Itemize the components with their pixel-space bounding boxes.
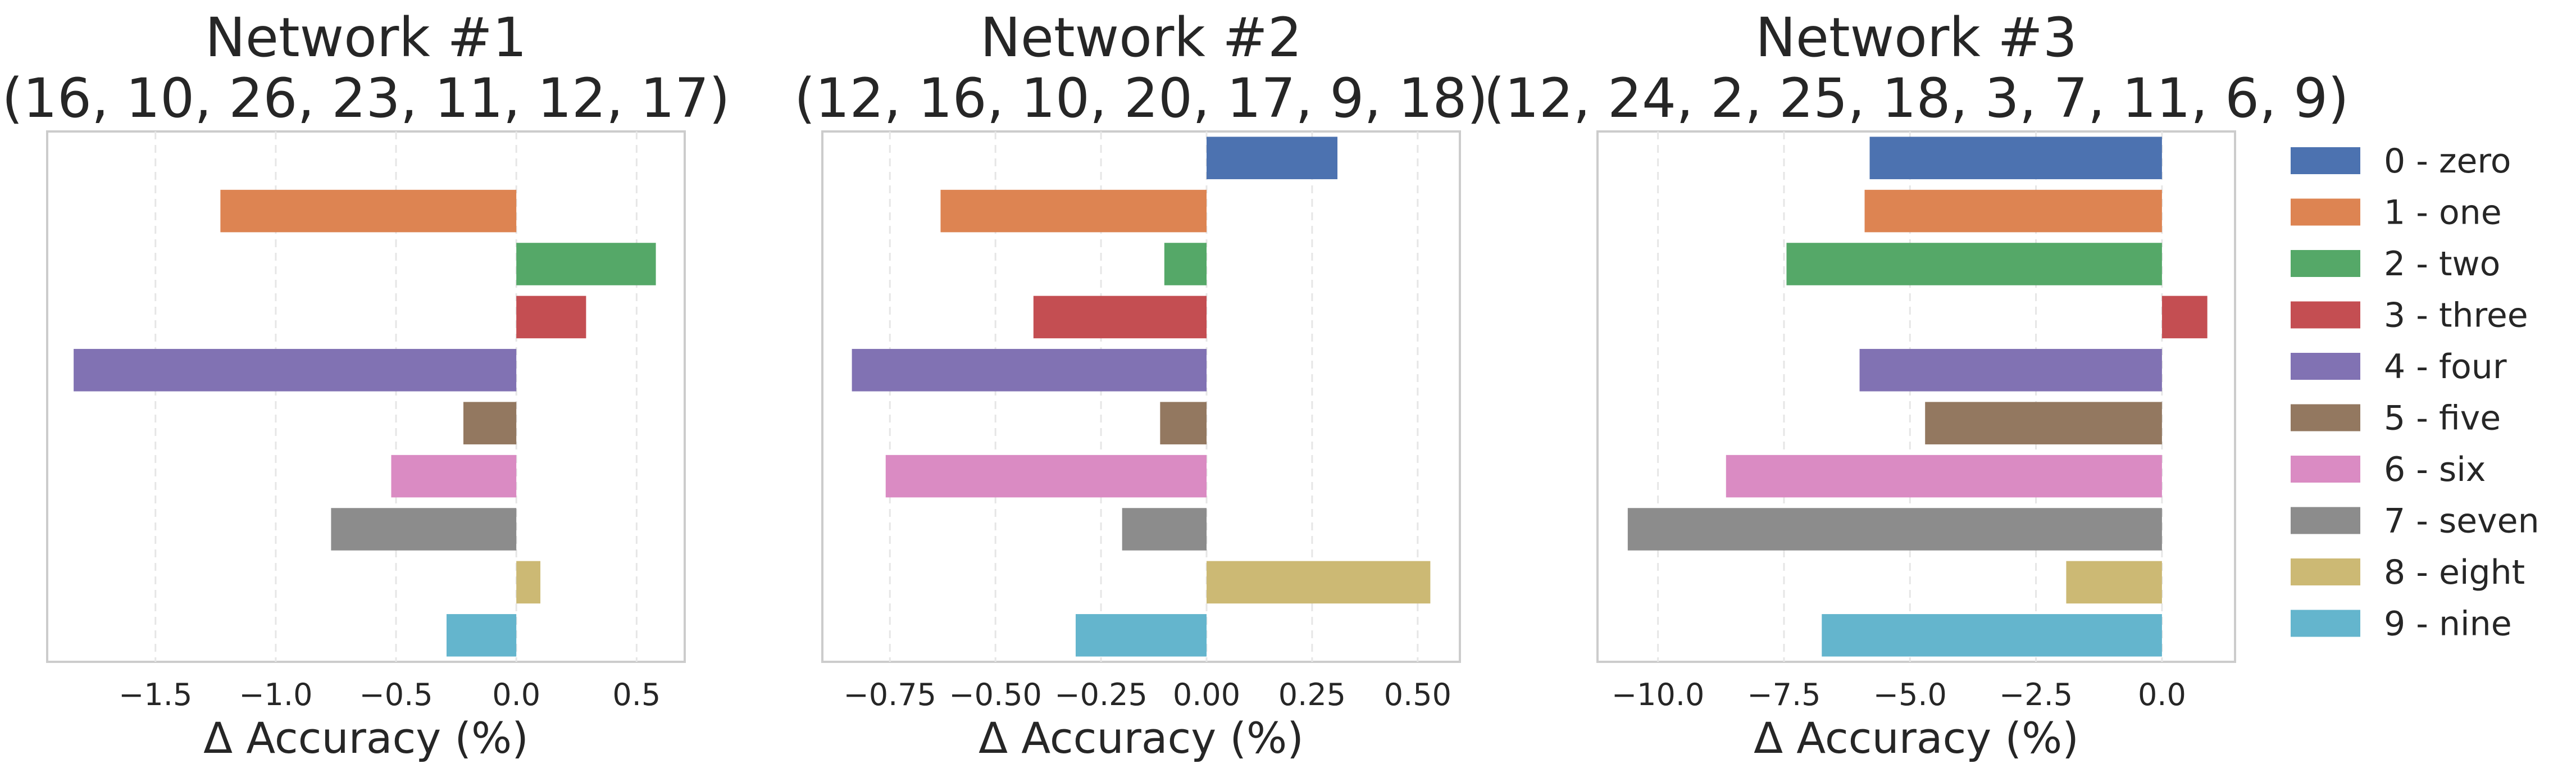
bar-9-nine (1822, 614, 2162, 657)
bar-6-six (885, 455, 1207, 498)
legend-swatch (2291, 507, 2360, 534)
x-tick-label: 0.50 (1384, 677, 1451, 712)
bar-8-eight (2066, 561, 2162, 604)
legend-label: 8 - eight (2384, 553, 2525, 592)
x-tick-label: −0.5 (359, 677, 433, 712)
legend-swatch (2291, 301, 2360, 329)
legend-item: 0 - zero (2291, 142, 2511, 181)
legend-item: 7 - seven (2291, 502, 2539, 541)
legend: 0 - zero 1 - one 2 - two 3 - three 4 - four 5… (2291, 142, 2539, 644)
bar-5-five (463, 402, 517, 444)
chart-panel-2: −0.75 −0.50 −0.25 0.00 0.25 0.50 Δ Accuracy (%… (794, 6, 1488, 763)
legend-label: 0 - zero (2384, 142, 2511, 181)
legend-item: 6 - six (2291, 450, 2486, 489)
x-tick-label: −0.75 (844, 677, 936, 712)
legend-swatch (2291, 558, 2360, 585)
chart-panel-3: −10.0 −7.5 −5.0 −2.5 0.0 Δ Accuracy (%) Networ… (1483, 6, 2349, 763)
legend-item: 4 - four (2291, 347, 2507, 387)
x-tick-label: −1.0 (239, 677, 312, 712)
legend-label: 6 - six (2384, 450, 2486, 489)
legend-label: 7 - seven (2384, 502, 2539, 541)
charts: −1.5 −1.0 −0.5 0.0 0.5 Δ Accuracy (%) Network … (2, 6, 2349, 763)
x-tick-label: −0.50 (949, 677, 1041, 712)
bar-4-four (1859, 349, 2162, 392)
legend-item: 8 - eight (2291, 553, 2525, 592)
x-tick-label: 0.0 (492, 677, 540, 712)
bar-6-six (1726, 455, 2162, 498)
legend-label: 9 - nine (2384, 605, 2512, 644)
bar-7-seven (1122, 508, 1207, 551)
legend-label: 5 - five (2384, 399, 2501, 438)
bar-5-five (1925, 402, 2162, 444)
x-tick-label: 0.00 (1173, 677, 1240, 712)
x-axis-label: Δ Accuracy (%) (1754, 713, 2079, 763)
legend-swatch (2291, 250, 2360, 277)
bar-9-nine (1075, 614, 1207, 657)
x-axis-label: Δ Accuracy (%) (978, 713, 1304, 763)
bar-5-five (1160, 402, 1207, 444)
legend-label: 4 - four (2384, 347, 2507, 387)
bar-7-seven (331, 508, 517, 551)
legend-swatch (2291, 610, 2360, 637)
bar-3-three (2161, 296, 2208, 339)
bar-2-two (1164, 243, 1207, 285)
legend-label: 3 - three (2384, 296, 2528, 335)
bar-0-zero (1869, 137, 2162, 179)
bar-4-four (74, 349, 517, 392)
bar-8-eight (516, 561, 541, 604)
chart-title-line2: (12, 16, 10, 20, 17, 9, 18) (794, 67, 1488, 130)
x-tick-label: 0.25 (1278, 677, 1346, 712)
legend-swatch (2291, 147, 2360, 174)
legend-label: 1 - one (2384, 193, 2502, 233)
chart-panel-1: −1.5 −1.0 −0.5 0.0 0.5 Δ Accuracy (%) Network … (2, 6, 730, 763)
legend-item: 2 - two (2291, 244, 2500, 284)
x-tick-label: −10.0 (1612, 677, 1704, 712)
bar-1-one (220, 189, 517, 233)
x-tick-label: 0.0 (2138, 677, 2186, 712)
bar-2-two (516, 243, 656, 285)
x-tick-label: −5.0 (1873, 677, 1947, 712)
legend-swatch (2291, 198, 2360, 226)
bar-7-seven (1627, 508, 2162, 551)
x-tick-label: 0.5 (612, 677, 661, 712)
bar-3-three (1033, 296, 1207, 339)
legend-swatch (2291, 456, 2360, 483)
chart-title-line1: Network #1 (205, 6, 527, 69)
bar-3-three (516, 296, 586, 339)
bar-9-nine (446, 614, 517, 657)
legend-item: 1 - one (2291, 193, 2502, 233)
legend-swatch (2291, 404, 2360, 431)
bar-6-six (391, 455, 517, 498)
bar-2-two (1786, 243, 2162, 285)
x-tick-label: −7.5 (1747, 677, 1821, 712)
chart-title-line1: Network #2 (980, 6, 1302, 69)
bar-1-one (1864, 189, 2162, 233)
x-tick-label: −1.5 (119, 677, 192, 712)
bar-1-one (940, 189, 1207, 233)
chart-title-line2: (16, 10, 26, 23, 11, 12, 17) (2, 67, 730, 130)
bar-4-four (852, 349, 1207, 392)
legend-label: 2 - two (2384, 244, 2500, 284)
x-tick-label: −2.5 (1999, 677, 2073, 712)
bar-0-zero (1207, 137, 1338, 179)
legend-swatch (2291, 353, 2360, 380)
chart-title-line1: Network #3 (1755, 6, 2077, 69)
legend-item: 3 - three (2291, 296, 2528, 335)
x-axis-label: Δ Accuracy (%) (203, 713, 529, 763)
bar-8-eight (1207, 561, 1431, 604)
chart-title-line2: (12, 24, 2, 25, 18, 3, 7, 11, 6, 9) (1483, 67, 2349, 130)
x-tick-label: −0.25 (1054, 677, 1147, 712)
legend-item: 5 - five (2291, 399, 2501, 438)
legend-item: 9 - nine (2291, 605, 2512, 644)
